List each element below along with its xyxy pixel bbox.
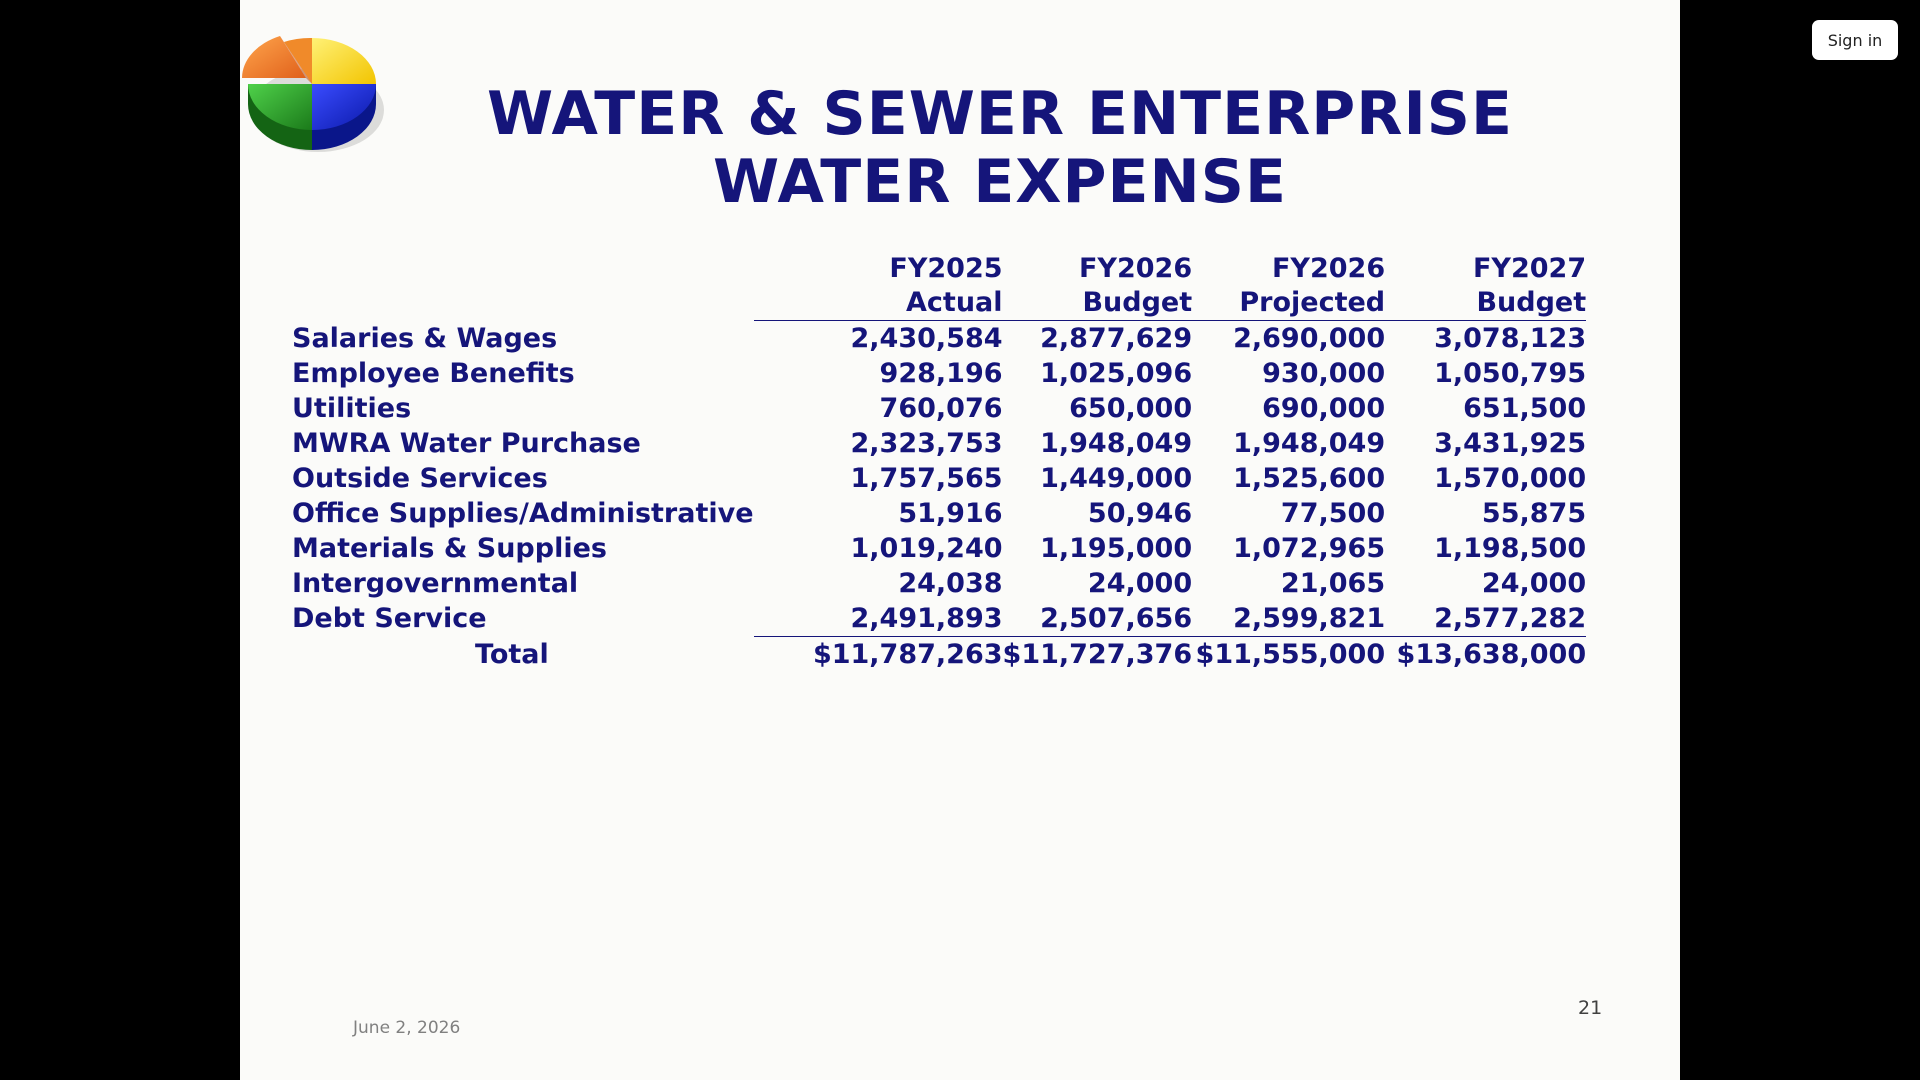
cell-value: 1,757,565 <box>850 463 1003 494</box>
cell-value: 24,000 <box>1481 568 1587 599</box>
row-label: Employee Benefits <box>292 358 575 389</box>
cell-value: 2,877,629 <box>1040 323 1193 354</box>
cell-value: 1,570,000 <box>1434 463 1587 494</box>
slide-title-line1: WATER & SEWER ENTERPRISE <box>487 79 1513 149</box>
cell-value: 2,491,893 <box>850 603 1003 634</box>
cell-value: 650,000 <box>1069 393 1193 424</box>
cell-value: 1,449,000 <box>1040 463 1193 494</box>
table-header-row: FY2025 Actual FY2026 Budget FY2026 Proje… <box>292 252 1587 321</box>
cell-value: 1,525,600 <box>1233 463 1386 494</box>
column-header: FY2025 Actual <box>753 252 1003 321</box>
cell-value: 21,065 <box>1280 568 1386 599</box>
page-number: 21 <box>1578 997 1603 1019</box>
cell-value: 51,916 <box>898 498 1003 529</box>
slide-title-line2: WATER EXPENSE <box>713 147 1287 217</box>
row-label: MWRA Water Purchase <box>292 428 641 459</box>
row-label: Salaries & Wages <box>292 322 558 354</box>
table-row: Debt Service 2,491,893 2,507,656 2,599,8… <box>292 601 1586 637</box>
table-row: Intergovernmental 24,038 24,000 21,065 2… <box>292 566 1586 601</box>
cell-value: 2,599,821 <box>1233 603 1386 634</box>
cell-value: 2,690,000 <box>1233 323 1386 354</box>
cell-value: 1,025,096 <box>1040 358 1193 389</box>
row-label: Outside Services <box>292 463 548 494</box>
cell-value: 24,038 <box>898 568 1003 599</box>
row-label: Intergovernmental <box>292 568 579 599</box>
table-row: Salaries & Wages 2,430,584 2,877,629 2,6… <box>292 321 1586 357</box>
table-row: Utilities 760,076 650,000 690,000 651,50… <box>292 391 1586 426</box>
cell-value: 55,875 <box>1481 498 1587 529</box>
total-row: Total $11,787,263 $11,727,376 $11,555,00… <box>292 636 1587 672</box>
3d-pie-chart-icon <box>242 36 384 152</box>
row-label: Debt Service <box>292 603 487 635</box>
table-row: Materials & Supplies 1,019,240 1,195,000… <box>292 531 1586 566</box>
column-header: FY2026 Projected <box>1192 252 1386 321</box>
cell-value: 1,019,240 <box>850 533 1003 564</box>
column-header: FY2027 Budget <box>1385 252 1587 321</box>
total-value: $13,638,000 <box>1385 636 1587 672</box>
cell-value: 760,076 <box>879 393 1003 424</box>
total-value: $11,787,263 <box>753 636 1003 672</box>
slide: WATER & SEWER ENTERPRISE WATER EXPENSE F… <box>240 0 1680 1080</box>
header-spacer <box>292 252 754 321</box>
cell-value: 1,195,000 <box>1040 533 1193 564</box>
table-row: Outside Services 1,757,565 1,449,000 1,5… <box>292 461 1586 496</box>
column-header: FY2026 Budget <box>1002 252 1193 321</box>
cell-value: 1,948,049 <box>1233 428 1386 459</box>
cell-value: 3,431,925 <box>1434 428 1587 459</box>
table-row: MWRA Water Purchase 2,323,753 1,948,049 … <box>292 426 1586 461</box>
expense-table: FY2025 Actual FY2026 Budget FY2026 Proje… <box>292 252 1587 672</box>
footer-date: June 2, 2026 <box>353 1018 461 1038</box>
table-row: Employee Benefits 928,196 1,025,096 930,… <box>292 356 1586 391</box>
cell-value: 2,507,656 <box>1040 603 1193 634</box>
table-row: Office Supplies/Administrative 51,916 50… <box>292 496 1586 531</box>
total-value: $11,727,376 <box>1002 636 1193 672</box>
cell-value: 2,430,584 <box>850 323 1003 354</box>
cell-value: 50,946 <box>1087 498 1193 529</box>
sign-in-button[interactable]: Sign in <box>1812 20 1898 60</box>
cell-value: 930,000 <box>1262 358 1386 389</box>
cell-value: 2,323,753 <box>850 428 1003 459</box>
row-label: Utilities <box>292 393 412 424</box>
cell-value: 1,050,795 <box>1434 358 1587 389</box>
cell-value: 1,072,965 <box>1233 533 1386 564</box>
total-value: $11,555,000 <box>1192 636 1386 672</box>
cell-value: 2,577,282 <box>1434 603 1587 634</box>
cell-value: 928,196 <box>879 358 1003 389</box>
cell-value: 1,948,049 <box>1040 428 1193 459</box>
cell-value: 651,500 <box>1463 393 1587 424</box>
row-label: Materials & Supplies <box>292 533 607 564</box>
total-label: Total <box>475 638 549 670</box>
row-label: Office Supplies/Administrative <box>292 498 754 529</box>
cell-value: 1,198,500 <box>1434 533 1587 564</box>
cell-value: 3,078,123 <box>1434 323 1587 354</box>
cell-value: 690,000 <box>1262 393 1386 424</box>
cell-value: 77,500 <box>1280 498 1386 529</box>
cell-value: 24,000 <box>1087 568 1193 599</box>
